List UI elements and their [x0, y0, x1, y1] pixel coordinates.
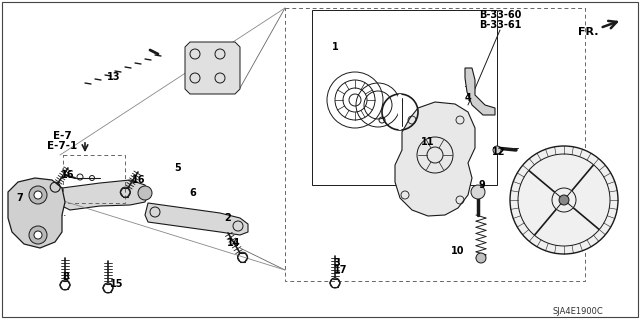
Text: 5: 5	[175, 163, 181, 173]
Circle shape	[510, 146, 618, 254]
Circle shape	[493, 146, 501, 154]
Bar	[285, 8, 585, 281]
Text: 4: 4	[465, 93, 472, 103]
Text: 12: 12	[492, 147, 506, 157]
Circle shape	[29, 226, 47, 244]
Circle shape	[34, 231, 42, 239]
Text: 3: 3	[333, 258, 340, 268]
Text: B-33-60: B-33-60	[479, 10, 521, 20]
Circle shape	[471, 185, 485, 199]
Circle shape	[138, 186, 152, 200]
Polygon shape	[8, 178, 65, 248]
Text: 8: 8	[63, 272, 69, 282]
Text: E-7: E-7	[52, 131, 72, 141]
Text: FR.: FR.	[578, 27, 598, 37]
Text: 15: 15	[110, 279, 124, 289]
Text: 10: 10	[451, 246, 465, 256]
Text: SJA4E1900C: SJA4E1900C	[552, 307, 604, 315]
Bar	[312, 10, 497, 185]
Text: 14: 14	[227, 238, 241, 248]
Text: 11: 11	[421, 137, 435, 147]
Polygon shape	[185, 42, 240, 94]
Text: 9: 9	[479, 180, 485, 190]
Circle shape	[476, 253, 486, 263]
Polygon shape	[145, 203, 248, 235]
Text: 6: 6	[189, 188, 196, 198]
Text: E-7-1: E-7-1	[47, 141, 77, 151]
Text: 16: 16	[61, 170, 75, 180]
Text: 13: 13	[108, 72, 121, 82]
Text: 2: 2	[225, 213, 232, 223]
Polygon shape	[60, 180, 148, 210]
Polygon shape	[395, 102, 475, 216]
Text: 17: 17	[334, 265, 348, 275]
Circle shape	[559, 195, 569, 205]
Bar	[63, 155, 125, 203]
Text: 7: 7	[17, 193, 24, 203]
Circle shape	[29, 186, 47, 204]
Text: 1: 1	[332, 42, 339, 52]
Text: 16: 16	[132, 175, 146, 185]
Circle shape	[34, 191, 42, 199]
Text: B-33-61: B-33-61	[479, 20, 521, 30]
Polygon shape	[465, 68, 495, 115]
